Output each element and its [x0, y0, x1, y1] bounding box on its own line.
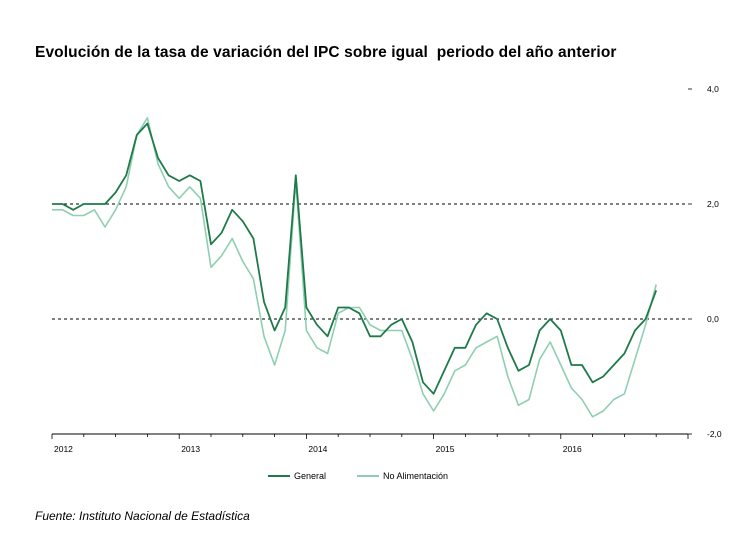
reference-lines	[52, 203, 688, 320]
chart-legend: General No Alimentación	[268, 471, 448, 481]
legend-item-general-label: General	[294, 471, 326, 481]
chart-title: Evolución de la tasa de variación del IP…	[35, 44, 617, 61]
x-tick-label: 2014	[308, 444, 327, 454]
series-line-no-alimentacion	[52, 117, 657, 418]
source-note: Fuente: Instituto Nacional de Estadístic…	[35, 509, 250, 523]
x-tick-label: 2013	[181, 444, 200, 454]
y-tick-label: -2,0	[707, 429, 722, 439]
series-layer	[52, 117, 658, 418]
series-line-general	[52, 122, 658, 395]
x-tick-label: 2015	[436, 444, 455, 454]
legend-item-no-alimentacion-label: No Alimentación	[383, 471, 448, 481]
y-tick-label: 2,0	[707, 199, 719, 209]
x-tick-label: 2016	[563, 444, 582, 454]
y-tick-label: 0,0	[707, 314, 719, 324]
x-axis-ticks: 2012 2013 2014 2015 2016	[51, 434, 689, 454]
y-tick-label: 4,0	[707, 84, 719, 94]
x-tick-label: 2012	[54, 444, 73, 454]
y-axis-ticks: 4,0 2,0 0,0 -2,0	[688, 84, 722, 439]
